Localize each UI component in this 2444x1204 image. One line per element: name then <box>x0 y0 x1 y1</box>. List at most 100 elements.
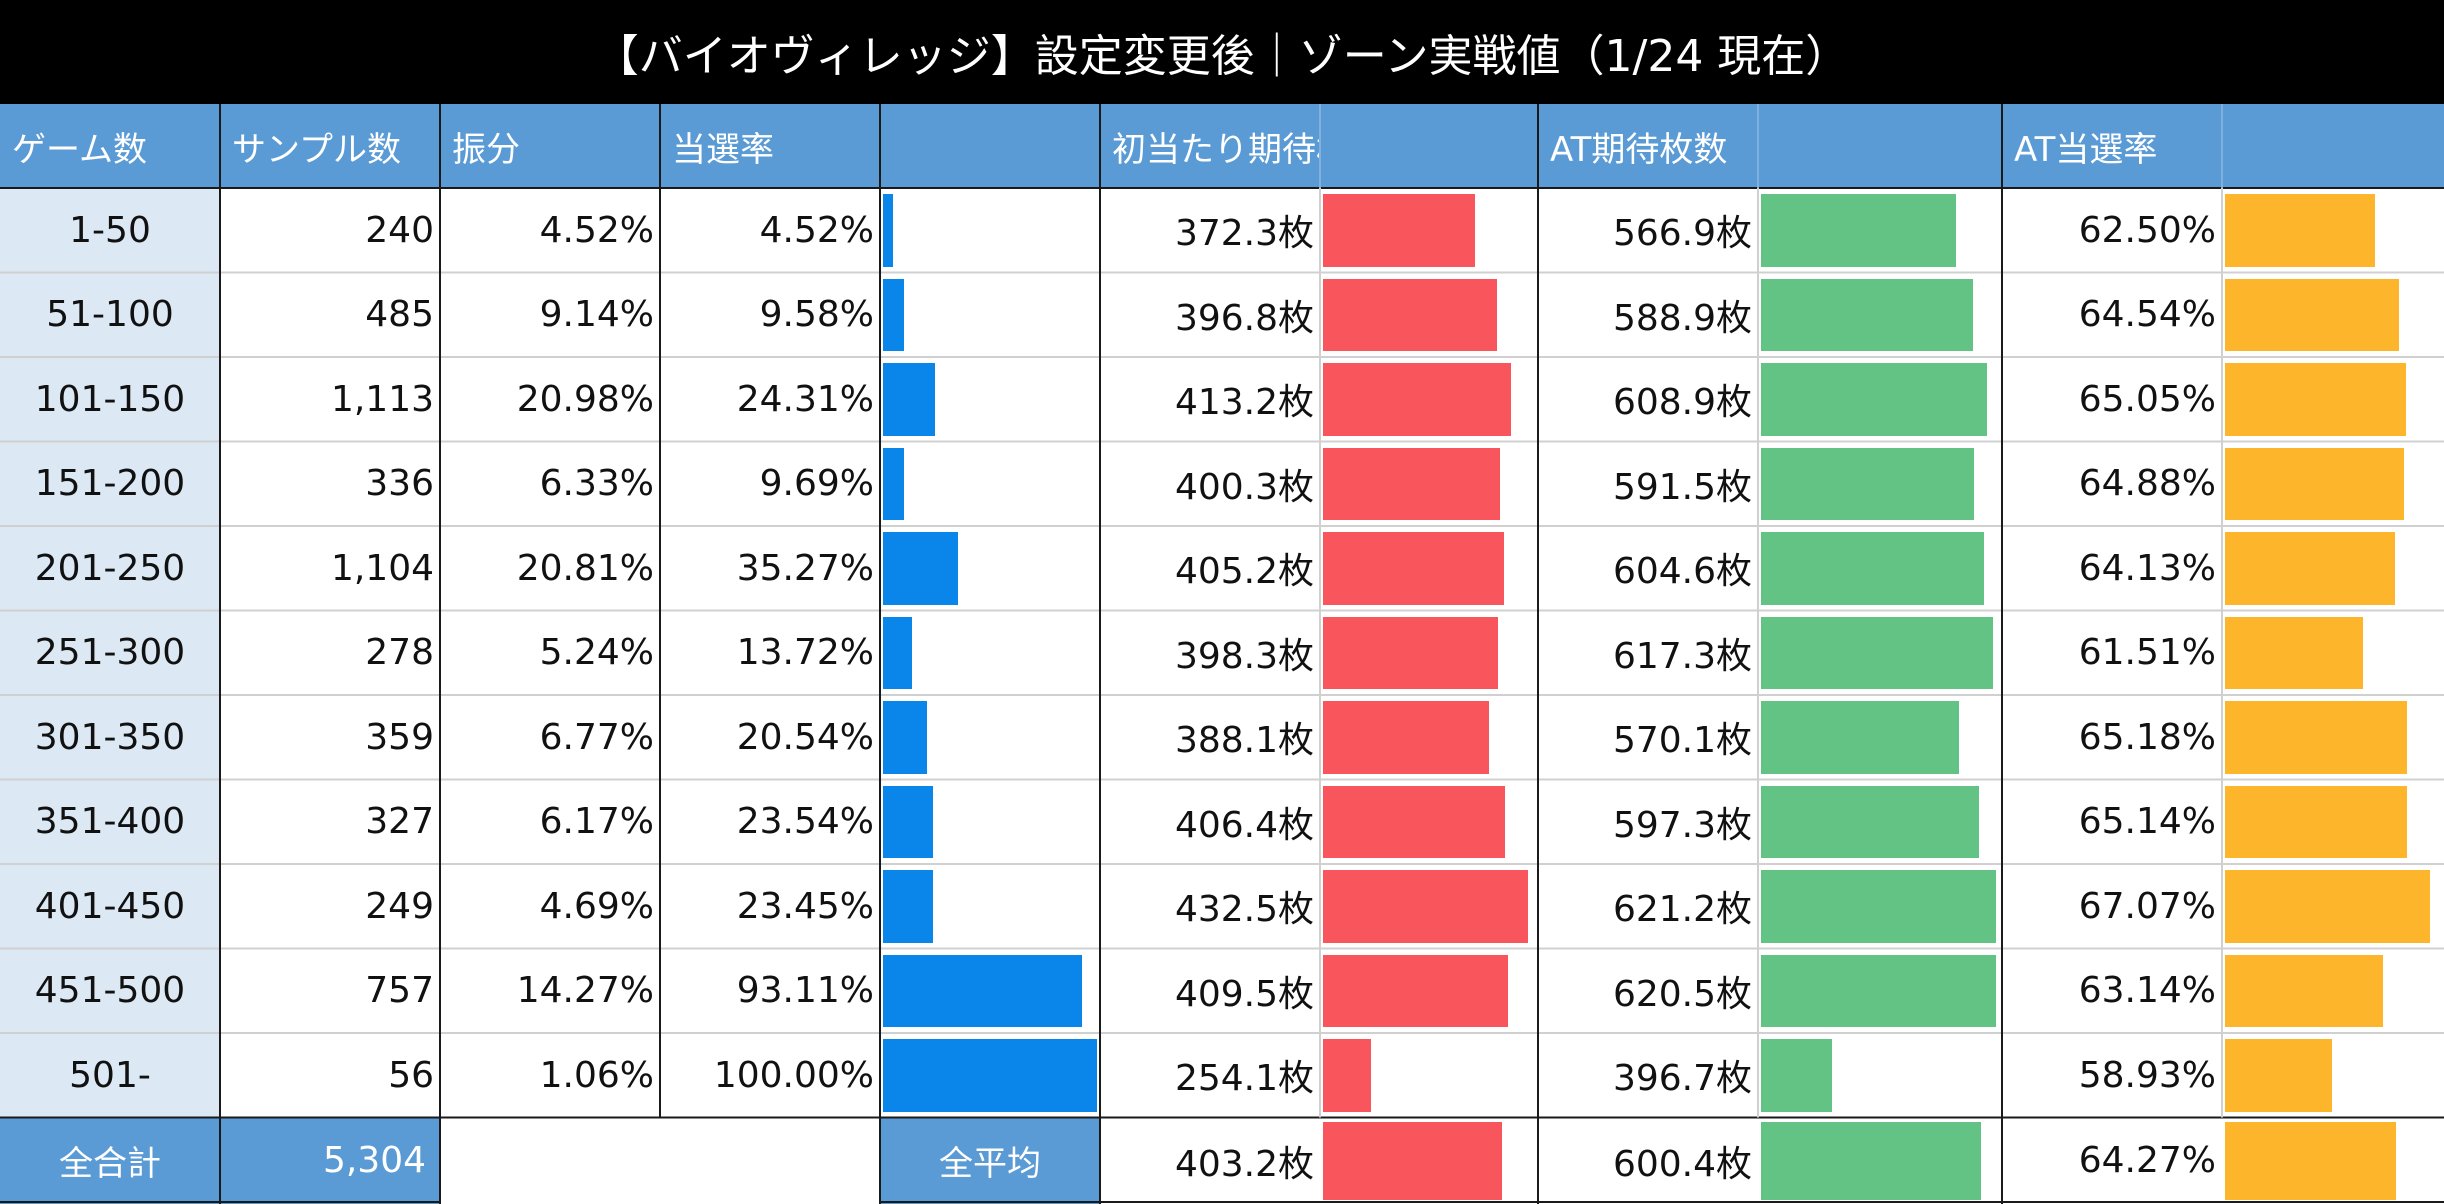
rate-value: 13.72% <box>736 632 874 674</box>
samples-value: 336 <box>365 463 434 505</box>
zone-label: 1-50 <box>0 188 220 273</box>
first-medals-value: 372.3枚 <box>1174 213 1314 255</box>
avg-at-medals-bar <box>1761 1121 1981 1200</box>
header-at-medals: AT期待枚数 <box>1538 104 1758 188</box>
first-medals-bar <box>1323 278 1497 351</box>
rate-bar <box>883 363 936 436</box>
page-title: 【バイオヴィレッジ】設定変更後｜ゾーン実戦値（1/24 現在） <box>0 0 2444 104</box>
first-medals-bar <box>1323 1039 1371 1112</box>
rate-value: 20.54% <box>736 716 874 758</box>
first-medals-bar <box>1323 701 1490 774</box>
samples-value: 485 <box>365 294 434 336</box>
at-rate-bar <box>2225 870 2430 943</box>
at-medals-bar <box>1761 278 1973 351</box>
at-rate-bar <box>2225 447 2404 520</box>
zone-label: 101-150 <box>0 357 220 442</box>
share-value: 6.17% <box>539 801 654 843</box>
first-medals-bar <box>1323 616 1499 689</box>
rate-value: 100.00% <box>713 1054 874 1096</box>
rate-value: 35.27% <box>736 547 874 589</box>
samples-value: 1,113 <box>330 378 434 420</box>
at-rate-value: 58.93% <box>2078 1054 2216 1096</box>
zone-label: 201-250 <box>0 526 220 611</box>
rate-value: 4.52% <box>759 209 874 251</box>
first-medals-value: 409.5枚 <box>1174 973 1314 1015</box>
at-medals-bar <box>1761 1039 1832 1112</box>
at-rate-value: 63.14% <box>2078 970 2216 1012</box>
at-rate-value: 65.18% <box>2078 716 2216 758</box>
at-rate-bar <box>2225 278 2400 351</box>
first-medals-bar <box>1323 447 1500 520</box>
at-rate-bar <box>2225 701 2408 774</box>
samples-value: 56 <box>388 1054 434 1096</box>
zone-stats-table: ゲーム数 サンプル数 振分 当選率 初当たり期待枚数 AT期待枚数 AT当選率 1-50 240… <box>0 104 2444 1204</box>
zone-label: 501- <box>0 1033 220 1118</box>
total-label: 全合計 <box>0 1117 220 1204</box>
avg-first-medals-value: 403.2枚 <box>1174 1143 1314 1185</box>
at-medals-value: 608.9枚 <box>1612 382 1752 424</box>
first-medals-bar <box>1323 954 1509 1027</box>
header-share: 振分 <box>440 104 660 188</box>
first-medals-value: 396.8枚 <box>1174 297 1314 339</box>
first-medals-bar <box>1323 785 1506 858</box>
header-at-rate: AT当選率 <box>2002 104 2222 188</box>
at-rate-bar <box>2225 532 2395 605</box>
header-at-rate-bar <box>2222 104 2444 188</box>
zone-label: 251-300 <box>0 610 220 695</box>
rate-bar <box>883 1039 1097 1112</box>
share-value: 14.27% <box>516 970 654 1012</box>
share-value: 6.33% <box>539 463 654 505</box>
rate-bar <box>883 954 1083 1027</box>
samples-value: 240 <box>365 209 434 251</box>
at-medals-value: 621.2枚 <box>1612 889 1752 931</box>
rate-value: 9.69% <box>759 463 874 505</box>
first-medals-value: 400.3枚 <box>1174 466 1314 508</box>
header-first-medals: 初当たり期待枚数 <box>1100 104 1384 188</box>
at-rate-value: 62.50% <box>2078 209 2216 251</box>
rate-bar <box>883 532 959 605</box>
zone-label: 401-450 <box>0 864 220 949</box>
header-rate: 当選率 <box>660 104 880 188</box>
at-rate-bar <box>2225 785 2407 858</box>
zone-label: 351-400 <box>0 779 220 864</box>
at-rate-bar <box>2225 616 2364 689</box>
first-medals-value: 406.4枚 <box>1174 804 1314 846</box>
at-rate-value: 64.13% <box>2078 547 2216 589</box>
at-rate-value: 65.05% <box>2078 378 2216 420</box>
samples-value: 278 <box>365 632 434 674</box>
at-rate-value: 64.88% <box>2078 463 2216 505</box>
zone-label: 151-200 <box>0 441 220 526</box>
rate-bar <box>883 870 934 943</box>
share-value: 20.81% <box>516 547 654 589</box>
share-value: 9.14% <box>539 294 654 336</box>
at-rate-bar <box>2225 954 2383 1027</box>
rate-value: 9.58% <box>759 294 874 336</box>
rate-value: 23.54% <box>736 801 874 843</box>
first-medals-value: 398.3枚 <box>1174 635 1314 677</box>
rate-bar <box>883 278 904 351</box>
rate-value: 93.11% <box>736 970 874 1012</box>
at-rate-value: 64.54% <box>2078 294 2216 336</box>
avg-first-medals-bar <box>1323 1121 1503 1200</box>
at-medals-bar <box>1761 447 1975 520</box>
first-medals-value: 432.5枚 <box>1174 889 1314 931</box>
at-medals-bar <box>1761 616 1994 689</box>
at-medals-bar <box>1761 701 1959 774</box>
first-medals-value: 388.1枚 <box>1174 720 1314 762</box>
at-medals-value: 396.7枚 <box>1612 1058 1752 1100</box>
first-medals-bar <box>1323 363 1512 436</box>
at-rate-value: 65.14% <box>2078 801 2216 843</box>
average-label: 全平均 <box>880 1117 1100 1204</box>
at-medals-value: 570.1枚 <box>1612 720 1752 762</box>
at-medals-bar <box>1761 194 1957 267</box>
rate-value: 23.45% <box>736 885 874 927</box>
at-medals-value: 620.5枚 <box>1612 973 1752 1015</box>
at-medals-value: 588.9枚 <box>1612 297 1752 339</box>
avg-at-medals-value: 600.4枚 <box>1612 1143 1752 1185</box>
rate-bar <box>883 616 913 689</box>
at-rate-bar <box>2225 1039 2333 1112</box>
samples-value: 1,104 <box>330 547 434 589</box>
at-medals-bar <box>1761 363 1988 436</box>
header-rate-bar <box>880 104 1100 188</box>
at-medals-bar <box>1761 785 1979 858</box>
